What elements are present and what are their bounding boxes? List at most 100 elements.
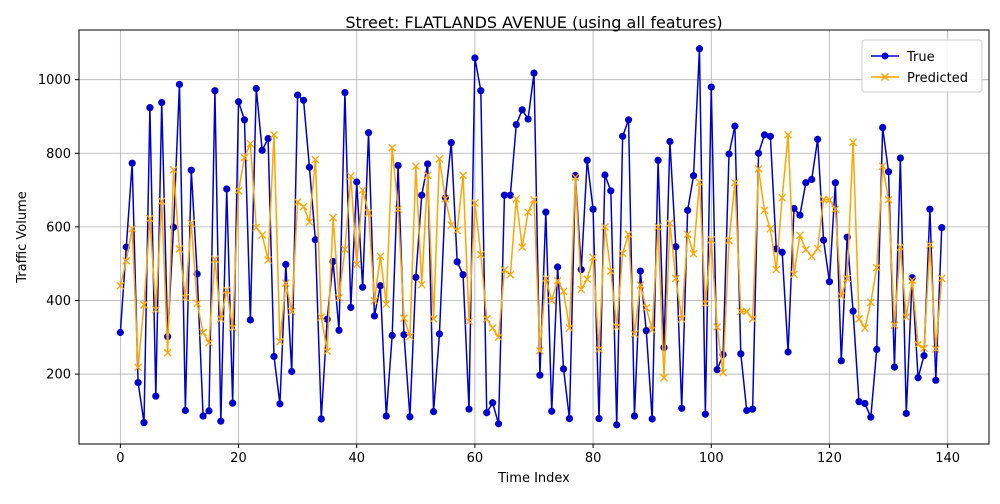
series-true: [116, 45, 946, 429]
x-tick-label: 100: [699, 451, 724, 466]
data-point: [837, 357, 845, 365]
data-point: [217, 417, 225, 425]
data-point: [731, 122, 739, 130]
data-point: [187, 219, 196, 228]
data-point: [441, 194, 450, 203]
data-point: [199, 412, 207, 420]
data-point: [293, 197, 302, 206]
data-point: [642, 327, 650, 335]
data-point: [879, 123, 887, 132]
data-point: [730, 178, 739, 187]
data-point: [795, 231, 804, 240]
data-point: [429, 408, 438, 416]
data-point: [435, 154, 444, 163]
data-point: [299, 96, 308, 104]
data-point: [252, 223, 261, 232]
data-point: [470, 199, 479, 207]
data-point: [707, 83, 715, 91]
data-point: [264, 256, 273, 264]
data-point: [352, 260, 361, 269]
data-point: [323, 315, 331, 323]
data-point: [931, 345, 940, 354]
data-point: [814, 135, 822, 143]
data-point: [216, 314, 225, 323]
data-point: [600, 222, 609, 231]
data-point: [240, 116, 249, 124]
data-point: [772, 265, 781, 274]
data-point: [240, 153, 249, 162]
y-tick-label: 400: [46, 294, 71, 309]
series-line-true: [119, 48, 943, 426]
data-point: [287, 307, 296, 316]
data-point: [843, 274, 852, 283]
y-tick-label: 600: [46, 220, 71, 235]
chart-title: Street: FLATLANDS AVENUE (using all feat…: [345, 13, 722, 32]
y-axis-ticks: 200 400 600 800 1000: [38, 73, 79, 383]
data-point: [524, 208, 533, 217]
data-point: [866, 298, 875, 307]
data-point: [648, 415, 656, 423]
data-point: [205, 407, 213, 415]
data-point: [358, 186, 367, 195]
data-point: [754, 149, 763, 157]
data-point: [577, 265, 585, 274]
data-point: [606, 267, 615, 275]
data-point: [535, 346, 544, 355]
data-point: [122, 256, 131, 265]
data-point: [565, 415, 574, 423]
data-point: [530, 69, 538, 77]
data-point: [518, 243, 527, 252]
data-point: [229, 399, 237, 407]
data-point: [642, 303, 651, 312]
data-point: [329, 213, 338, 222]
data-point: [713, 366, 721, 374]
data-point: [890, 363, 899, 371]
data-point: [317, 313, 326, 321]
data-point: [908, 276, 917, 285]
data-point: [370, 312, 379, 320]
data-point: [317, 415, 325, 423]
data-point: [400, 314, 408, 323]
data-point: [630, 412, 639, 420]
data-point: [305, 218, 314, 227]
data-point: [654, 222, 663, 231]
data-point: [801, 245, 810, 254]
data-point: [754, 164, 763, 173]
data-point: [672, 243, 680, 251]
data-point: [589, 253, 598, 262]
data-point: [382, 412, 390, 420]
data-point: [577, 285, 586, 294]
data-point: [618, 249, 627, 258]
data-point: [872, 263, 881, 272]
data-point: [748, 314, 757, 323]
data-point: [802, 179, 810, 187]
data-point: [813, 244, 822, 253]
data-point: [435, 330, 444, 338]
y-axis-label: Traffic Volume: [15, 191, 30, 284]
data-point: [193, 299, 202, 308]
data-point: [595, 415, 603, 423]
x-tick-label: 140: [935, 451, 960, 466]
data-point: [169, 165, 178, 174]
data-point: [140, 300, 148, 309]
data-point: [878, 162, 887, 171]
data-point: [424, 160, 432, 168]
data-point: [282, 260, 290, 269]
x-tick-label: 20: [230, 451, 247, 466]
data-point: [760, 131, 769, 139]
data-point: [222, 286, 231, 295]
data-point: [270, 352, 278, 361]
data-point: [246, 316, 254, 324]
x-axis-label: Time Index: [497, 471, 570, 486]
data-point: [766, 224, 775, 233]
y-tick-label: 1000: [38, 73, 71, 88]
data-point: [364, 129, 373, 137]
data-point: [666, 137, 674, 146]
data-point: [784, 348, 792, 356]
data-point: [559, 287, 568, 296]
data-point: [341, 88, 349, 97]
data-point: [453, 258, 461, 266]
data-point: [199, 328, 208, 337]
data-point: [536, 371, 544, 379]
